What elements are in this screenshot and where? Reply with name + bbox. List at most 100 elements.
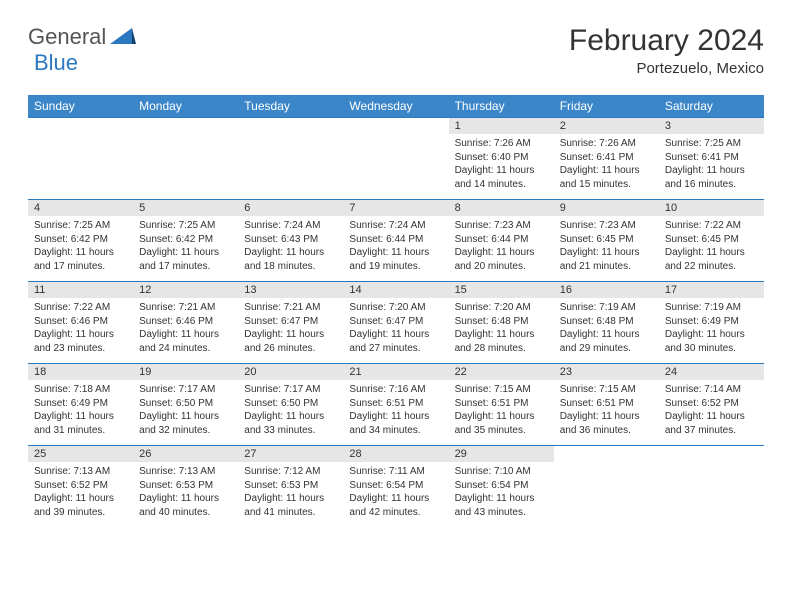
title-block: February 2024 Portezuelo, Mexico xyxy=(569,24,764,77)
weekday-header: Sunday xyxy=(28,95,133,118)
day-details: Sunrise: 7:21 AMSunset: 6:46 PMDaylight:… xyxy=(133,298,238,361)
day-number: 12 xyxy=(133,282,238,298)
calendar-cell: 29Sunrise: 7:10 AMSunset: 6:54 PMDayligh… xyxy=(449,446,554,528)
calendar-cell: 17Sunrise: 7:19 AMSunset: 6:49 PMDayligh… xyxy=(659,282,764,364)
calendar-body: 1Sunrise: 7:26 AMSunset: 6:40 PMDaylight… xyxy=(28,118,764,528)
calendar-cell: 12Sunrise: 7:21 AMSunset: 6:46 PMDayligh… xyxy=(133,282,238,364)
calendar-cell: 7Sunrise: 7:24 AMSunset: 6:44 PMDaylight… xyxy=(343,200,448,282)
day-number: 13 xyxy=(238,282,343,298)
day-number: 16 xyxy=(554,282,659,298)
weekday-header: Tuesday xyxy=(238,95,343,118)
brand-triangle-icon xyxy=(110,26,136,49)
day-number: 19 xyxy=(133,364,238,380)
calendar-cell: 4Sunrise: 7:25 AMSunset: 6:42 PMDaylight… xyxy=(28,200,133,282)
day-number: 17 xyxy=(659,282,764,298)
calendar-cell: 19Sunrise: 7:17 AMSunset: 6:50 PMDayligh… xyxy=(133,364,238,446)
day-details: Sunrise: 7:15 AMSunset: 6:51 PMDaylight:… xyxy=(449,380,554,443)
day-details: Sunrise: 7:20 AMSunset: 6:47 PMDaylight:… xyxy=(343,298,448,361)
calendar-week-row: 4Sunrise: 7:25 AMSunset: 6:42 PMDaylight… xyxy=(28,200,764,282)
calendar-cell: 8Sunrise: 7:23 AMSunset: 6:44 PMDaylight… xyxy=(449,200,554,282)
brand-part2-wrap: Blue xyxy=(34,50,78,76)
day-details: Sunrise: 7:13 AMSunset: 6:52 PMDaylight:… xyxy=(28,462,133,525)
day-details: Sunrise: 7:23 AMSunset: 6:44 PMDaylight:… xyxy=(449,216,554,279)
day-details: Sunrise: 7:24 AMSunset: 6:43 PMDaylight:… xyxy=(238,216,343,279)
brand-part2: Blue xyxy=(34,50,78,75)
day-number: 26 xyxy=(133,446,238,462)
day-number: 1 xyxy=(449,118,554,134)
calendar-cell: 2Sunrise: 7:26 AMSunset: 6:41 PMDaylight… xyxy=(554,118,659,200)
calendar-cell: 15Sunrise: 7:20 AMSunset: 6:48 PMDayligh… xyxy=(449,282,554,364)
day-number: 5 xyxy=(133,200,238,216)
calendar-cell: 9Sunrise: 7:23 AMSunset: 6:45 PMDaylight… xyxy=(554,200,659,282)
weekday-row: SundayMondayTuesdayWednesdayThursdayFrid… xyxy=(28,95,764,118)
location-label: Portezuelo, Mexico xyxy=(569,60,764,77)
calendar-cell xyxy=(28,118,133,200)
day-details: Sunrise: 7:10 AMSunset: 6:54 PMDaylight:… xyxy=(449,462,554,525)
calendar-cell: 1Sunrise: 7:26 AMSunset: 6:40 PMDaylight… xyxy=(449,118,554,200)
day-number: 11 xyxy=(28,282,133,298)
calendar-cell: 27Sunrise: 7:12 AMSunset: 6:53 PMDayligh… xyxy=(238,446,343,528)
day-number: 20 xyxy=(238,364,343,380)
calendar-head: SundayMondayTuesdayWednesdayThursdayFrid… xyxy=(28,95,764,118)
calendar-cell xyxy=(133,118,238,200)
calendar-cell: 23Sunrise: 7:15 AMSunset: 6:51 PMDayligh… xyxy=(554,364,659,446)
calendar-cell: 24Sunrise: 7:14 AMSunset: 6:52 PMDayligh… xyxy=(659,364,764,446)
calendar-cell: 3Sunrise: 7:25 AMSunset: 6:41 PMDaylight… xyxy=(659,118,764,200)
day-number: 6 xyxy=(238,200,343,216)
calendar-week-row: 11Sunrise: 7:22 AMSunset: 6:46 PMDayligh… xyxy=(28,282,764,364)
weekday-header: Friday xyxy=(554,95,659,118)
calendar-cell: 21Sunrise: 7:16 AMSunset: 6:51 PMDayligh… xyxy=(343,364,448,446)
calendar-cell: 16Sunrise: 7:19 AMSunset: 6:48 PMDayligh… xyxy=(554,282,659,364)
weekday-header: Saturday xyxy=(659,95,764,118)
day-details: Sunrise: 7:21 AMSunset: 6:47 PMDaylight:… xyxy=(238,298,343,361)
calendar-cell: 25Sunrise: 7:13 AMSunset: 6:52 PMDayligh… xyxy=(28,446,133,528)
day-number: 22 xyxy=(449,364,554,380)
day-number: 14 xyxy=(343,282,448,298)
day-number: 15 xyxy=(449,282,554,298)
calendar-week-row: 18Sunrise: 7:18 AMSunset: 6:49 PMDayligh… xyxy=(28,364,764,446)
page-header: General February 2024 Portezuelo, Mexico xyxy=(28,24,764,77)
day-details: Sunrise: 7:20 AMSunset: 6:48 PMDaylight:… xyxy=(449,298,554,361)
day-details: Sunrise: 7:19 AMSunset: 6:49 PMDaylight:… xyxy=(659,298,764,361)
day-details: Sunrise: 7:22 AMSunset: 6:45 PMDaylight:… xyxy=(659,216,764,279)
day-details: Sunrise: 7:17 AMSunset: 6:50 PMDaylight:… xyxy=(238,380,343,443)
day-number: 18 xyxy=(28,364,133,380)
calendar-cell xyxy=(659,446,764,528)
day-details: Sunrise: 7:26 AMSunset: 6:41 PMDaylight:… xyxy=(554,134,659,197)
day-details: Sunrise: 7:25 AMSunset: 6:42 PMDaylight:… xyxy=(28,216,133,279)
day-number: 8 xyxy=(449,200,554,216)
calendar-cell: 11Sunrise: 7:22 AMSunset: 6:46 PMDayligh… xyxy=(28,282,133,364)
day-number: 28 xyxy=(343,446,448,462)
calendar-cell: 10Sunrise: 7:22 AMSunset: 6:45 PMDayligh… xyxy=(659,200,764,282)
calendar-cell: 13Sunrise: 7:21 AMSunset: 6:47 PMDayligh… xyxy=(238,282,343,364)
day-number: 3 xyxy=(659,118,764,134)
brand-logo: General xyxy=(28,24,138,50)
day-number: 7 xyxy=(343,200,448,216)
day-number: 23 xyxy=(554,364,659,380)
weekday-header: Monday xyxy=(133,95,238,118)
day-details: Sunrise: 7:17 AMSunset: 6:50 PMDaylight:… xyxy=(133,380,238,443)
day-number: 27 xyxy=(238,446,343,462)
day-number: 9 xyxy=(554,200,659,216)
day-details: Sunrise: 7:14 AMSunset: 6:52 PMDaylight:… xyxy=(659,380,764,443)
day-number: 4 xyxy=(28,200,133,216)
day-number: 2 xyxy=(554,118,659,134)
calendar-cell: 14Sunrise: 7:20 AMSunset: 6:47 PMDayligh… xyxy=(343,282,448,364)
day-details: Sunrise: 7:24 AMSunset: 6:44 PMDaylight:… xyxy=(343,216,448,279)
calendar-cell: 20Sunrise: 7:17 AMSunset: 6:50 PMDayligh… xyxy=(238,364,343,446)
calendar-cell xyxy=(238,118,343,200)
day-number: 10 xyxy=(659,200,764,216)
day-details: Sunrise: 7:11 AMSunset: 6:54 PMDaylight:… xyxy=(343,462,448,525)
day-number: 24 xyxy=(659,364,764,380)
calendar-cell: 5Sunrise: 7:25 AMSunset: 6:42 PMDaylight… xyxy=(133,200,238,282)
month-title: February 2024 xyxy=(569,24,764,58)
day-details: Sunrise: 7:12 AMSunset: 6:53 PMDaylight:… xyxy=(238,462,343,525)
calendar-cell: 22Sunrise: 7:15 AMSunset: 6:51 PMDayligh… xyxy=(449,364,554,446)
day-details: Sunrise: 7:22 AMSunset: 6:46 PMDaylight:… xyxy=(28,298,133,361)
day-number: 21 xyxy=(343,364,448,380)
calendar-table: SundayMondayTuesdayWednesdayThursdayFrid… xyxy=(28,95,764,528)
calendar-cell xyxy=(343,118,448,200)
day-details: Sunrise: 7:25 AMSunset: 6:42 PMDaylight:… xyxy=(133,216,238,279)
day-details: Sunrise: 7:13 AMSunset: 6:53 PMDaylight:… xyxy=(133,462,238,525)
day-details: Sunrise: 7:25 AMSunset: 6:41 PMDaylight:… xyxy=(659,134,764,197)
